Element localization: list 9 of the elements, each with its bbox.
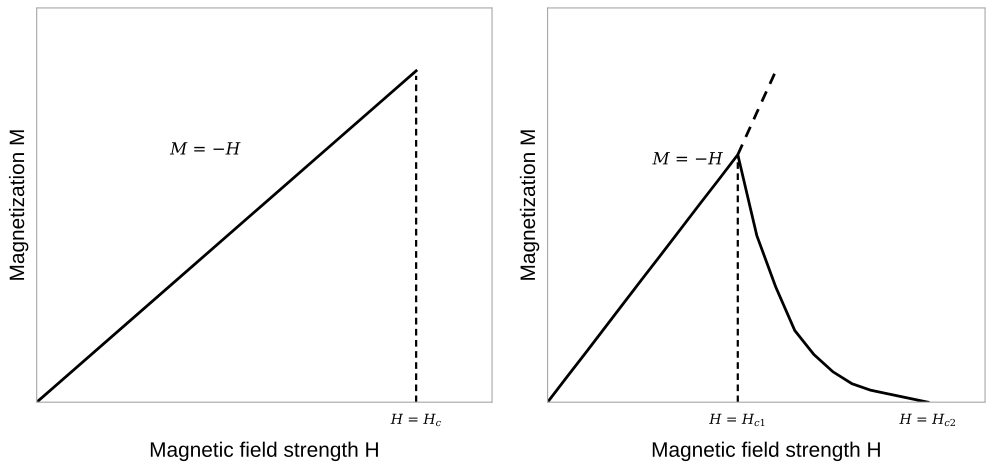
annotation: M = −H <box>170 142 241 154</box>
x-axis-title: Magnetic field strength H <box>150 442 378 462</box>
x-tick-label: H = H$_{c1}$ <box>709 414 764 426</box>
y-axis-title: Magnetization M <box>8 130 28 280</box>
x-tick-label: H = H$_{c2}$ <box>899 414 956 426</box>
text: H = H$_{c}$ <box>390 414 441 426</box>
y-axis-title: Magnetization M <box>520 130 540 280</box>
annotation: M = −H <box>652 152 723 164</box>
x-axis-title: Magnetic field strength H <box>652 442 880 462</box>
